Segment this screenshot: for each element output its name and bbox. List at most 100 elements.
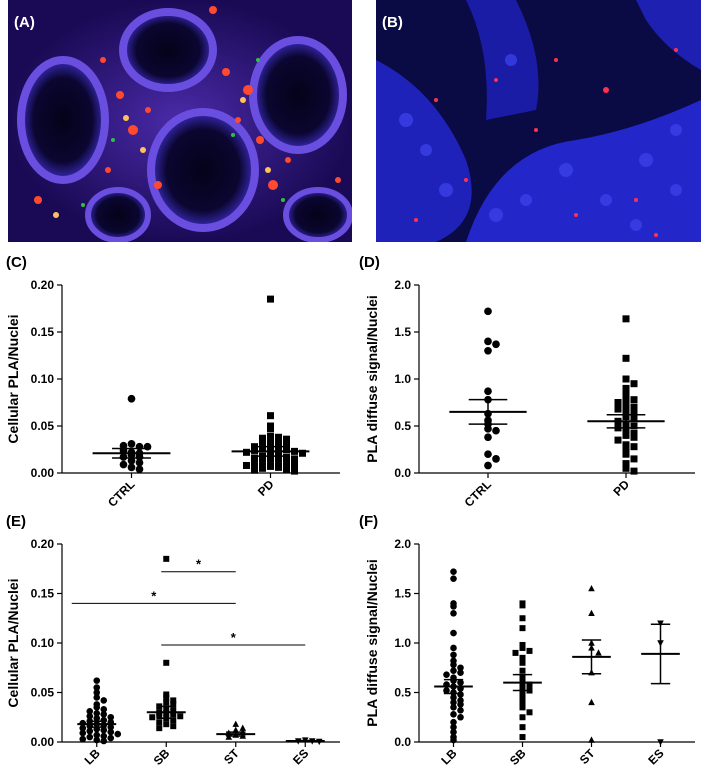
data-point — [86, 727, 94, 735]
data-point — [163, 721, 170, 728]
data-point — [526, 709, 533, 716]
data-point — [492, 455, 500, 463]
data-point — [267, 456, 274, 464]
chart-d: (D) 0.0 0.5 1.0 1.5 2.0 PLA diffuse signal/Nuc… — [359, 255, 695, 510]
data-point — [93, 689, 101, 696]
data-point — [484, 346, 492, 355]
data-point — [275, 440, 282, 448]
x-tick-label: LB — [438, 746, 459, 767]
data-point — [267, 438, 274, 446]
data-point — [630, 403, 638, 411]
data-point — [519, 689, 526, 696]
data-point — [526, 681, 533, 688]
data-point — [170, 701, 177, 708]
data-point — [275, 433, 282, 441]
data-point — [170, 723, 177, 730]
data-point — [135, 442, 144, 451]
data-point — [450, 575, 457, 582]
data-point — [457, 707, 464, 714]
data-point — [450, 651, 457, 659]
data-point — [512, 649, 519, 656]
data-point — [107, 734, 115, 742]
data-point — [163, 699, 170, 706]
data-point — [107, 728, 115, 736]
data-point — [283, 465, 290, 473]
data-point — [267, 412, 274, 420]
data-point — [450, 603, 457, 610]
data-point — [622, 315, 630, 323]
y-tick-label: 0.05 — [31, 419, 55, 433]
data-point — [107, 723, 115, 731]
data-point — [484, 387, 492, 396]
data-point — [170, 717, 177, 724]
y-tick-label: 1.0 — [394, 636, 411, 650]
data-point — [588, 584, 595, 592]
data-point — [450, 728, 457, 736]
data-point — [622, 464, 630, 472]
data-point — [622, 354, 630, 362]
data-point — [93, 684, 101, 691]
data-point — [450, 718, 457, 726]
micrograph-a-image — [8, 0, 352, 242]
data-point — [127, 456, 136, 465]
data-point — [135, 453, 144, 461]
data-point — [163, 659, 170, 666]
data-point — [100, 732, 108, 740]
panel-label-b: (B) — [382, 14, 403, 31]
data-point — [232, 726, 240, 733]
data-point — [119, 460, 128, 469]
y-tick-label: 0.0 — [394, 466, 411, 480]
data-point — [163, 555, 170, 562]
data-point — [79, 724, 87, 732]
y-tick-label: 0.15 — [31, 587, 55, 601]
data-point — [127, 440, 136, 448]
data-point — [170, 707, 177, 714]
data-point — [177, 713, 184, 720]
data-point — [450, 667, 457, 675]
data-point — [259, 440, 266, 448]
data-point — [622, 384, 630, 392]
panel-label: (D) — [359, 255, 380, 271]
data-point — [239, 724, 247, 731]
data-point — [100, 697, 108, 704]
data-point — [519, 734, 526, 741]
data-point — [519, 625, 526, 632]
data-point — [93, 731, 101, 739]
data-point — [457, 713, 464, 721]
data-point — [86, 733, 94, 741]
significance-star: * — [151, 588, 157, 603]
data-point — [93, 736, 101, 744]
data-point — [267, 432, 274, 440]
data-point — [114, 730, 122, 738]
data-point — [588, 698, 595, 706]
data-point — [622, 441, 630, 449]
y-tick-label: 0.20 — [31, 278, 55, 292]
data-point — [622, 427, 630, 435]
x-tick-label: ES — [290, 746, 311, 767]
data-point — [259, 464, 266, 472]
data-point — [100, 737, 108, 745]
data-point — [127, 463, 136, 472]
data-point — [484, 307, 492, 316]
x-tick-label: ST — [221, 746, 242, 767]
data-point — [630, 443, 638, 451]
data-point — [519, 699, 526, 706]
data-point — [519, 659, 526, 666]
x-tick-label: PD — [255, 477, 277, 499]
data-point — [93, 694, 101, 701]
data-point — [519, 704, 526, 711]
micrograph-b-image — [376, 0, 701, 242]
data-point — [299, 449, 306, 457]
data-point — [657, 739, 664, 746]
y-tick-label: 0.05 — [31, 686, 55, 700]
data-point — [450, 610, 457, 617]
significance-star: * — [231, 630, 237, 645]
data-point — [622, 389, 630, 397]
data-point — [119, 453, 128, 461]
panel-label: (C) — [6, 255, 27, 271]
y-tick-label: 0.5 — [394, 419, 411, 433]
data-point — [291, 455, 298, 463]
data-point — [100, 710, 108, 718]
data-point — [519, 667, 526, 674]
y-tick-label: 1.5 — [394, 587, 411, 601]
